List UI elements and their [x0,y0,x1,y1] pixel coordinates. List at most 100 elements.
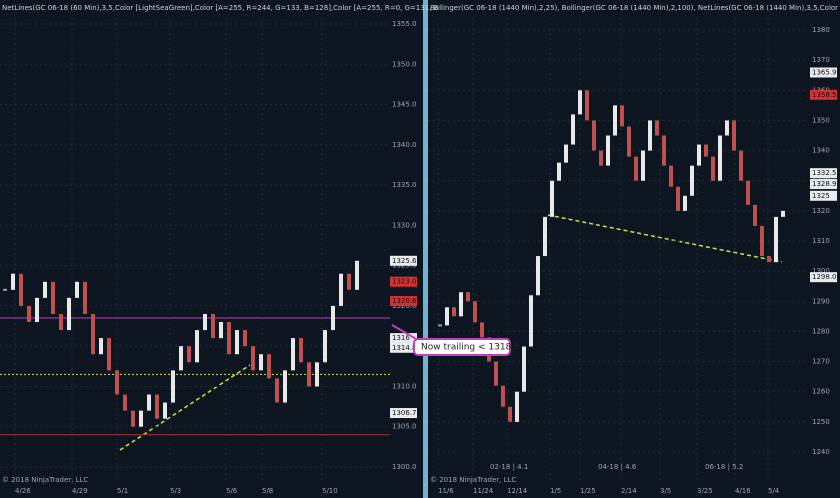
candle [781,210,785,217]
candle [139,410,143,427]
candle [690,165,694,196]
price-box-label: 1332.5 [812,169,837,177]
price-box [390,408,417,419]
candle [299,338,303,363]
candle [67,297,71,331]
y-tick-label: 1280 [812,327,830,335]
price-box [390,276,417,287]
candle [669,165,673,187]
candle [51,281,55,314]
y-tick-label: 1310.0 [392,382,417,390]
candle [760,225,764,257]
chart-header: Bollinger(GC 06-18 (1440 Min),2,25), Bol… [430,4,838,12]
x-tick-label: 3/5 [660,487,671,495]
candle [195,330,199,363]
candle [211,313,215,339]
candle [732,120,736,151]
candle [163,402,167,419]
y-tick-label: 1250 [812,418,830,426]
price-box [810,168,837,179]
candle [697,144,701,166]
candle [203,313,207,331]
trendline [547,214,783,263]
candle [227,322,231,355]
candle [592,120,596,151]
y-tick-label: 1335.0 [392,181,417,189]
candle [648,120,652,151]
price-box-label: 1323.0 [392,278,417,286]
candle [473,301,477,323]
candle [578,90,582,115]
chart-header: NetLines(GC 06-18 (60 Min),3,5,Color [Li… [2,4,439,12]
x-tick-label: 5/4 [768,487,780,495]
candle [123,394,127,411]
price-box-label: 1325 [812,192,830,200]
candle [641,150,645,181]
candle [599,150,603,166]
trendline [119,364,251,451]
candle [452,307,456,317]
candle [91,313,95,355]
candle [466,292,470,302]
price-box [810,179,837,190]
price-box-label: 1306.7 [392,409,417,417]
candle [774,216,778,263]
annotation-box [413,338,511,356]
candle [171,370,175,403]
candle [179,346,183,371]
y-tick-label: 1260 [812,388,830,396]
candle [283,370,287,403]
candle [155,394,159,419]
y-tick-label: 1240 [812,448,830,456]
candle [515,391,519,422]
y-tick-label: 1310 [812,237,830,245]
candle [131,410,135,427]
candle [307,362,311,387]
y-tick-label: 1345.0 [392,101,417,109]
candle [606,135,610,166]
candle [291,338,295,371]
y-tick-label: 1290 [812,297,830,305]
candle [627,126,631,157]
candle [683,195,687,211]
y-tick-label: 1270 [812,358,830,366]
candle [480,322,484,338]
candle [536,256,540,296]
candle [27,305,31,323]
price-box [810,67,837,78]
contract-label: 02-18 | 4.1 [490,463,528,471]
candle [19,273,23,306]
candle [711,156,715,181]
candle [83,281,87,314]
x-tick-label: 5/6 [226,487,238,495]
x-tick-label: 12/14 [507,487,528,495]
content: NetLines(GC 06-18 (60 Min),3,5,Color [Li… [0,4,838,495]
price-box-label: 1325.6 [392,257,417,265]
candle [315,362,319,387]
candle [99,338,103,355]
y-tick-label: 1300 [812,267,830,275]
price-box [390,342,417,353]
price-box-label: 1314.8 [392,344,417,352]
candle [459,292,463,317]
candle [235,330,239,355]
candle [704,144,708,157]
candle [438,324,442,327]
contract-label: 06-18 | 5.2 [705,463,743,471]
candle [331,305,335,331]
candle [585,90,589,121]
candle [767,256,771,263]
candle [251,346,255,371]
candle [147,394,151,411]
candle [522,346,526,392]
x-tick-label: 2/14 [621,487,637,495]
candle [75,281,79,298]
candle [634,156,638,181]
price-box-label: 1328.9 [812,180,837,188]
candle [107,338,111,371]
y-tick-label: 1330.0 [392,221,417,229]
y-tick-label: 1300.0 [392,463,417,471]
candle [613,105,617,136]
